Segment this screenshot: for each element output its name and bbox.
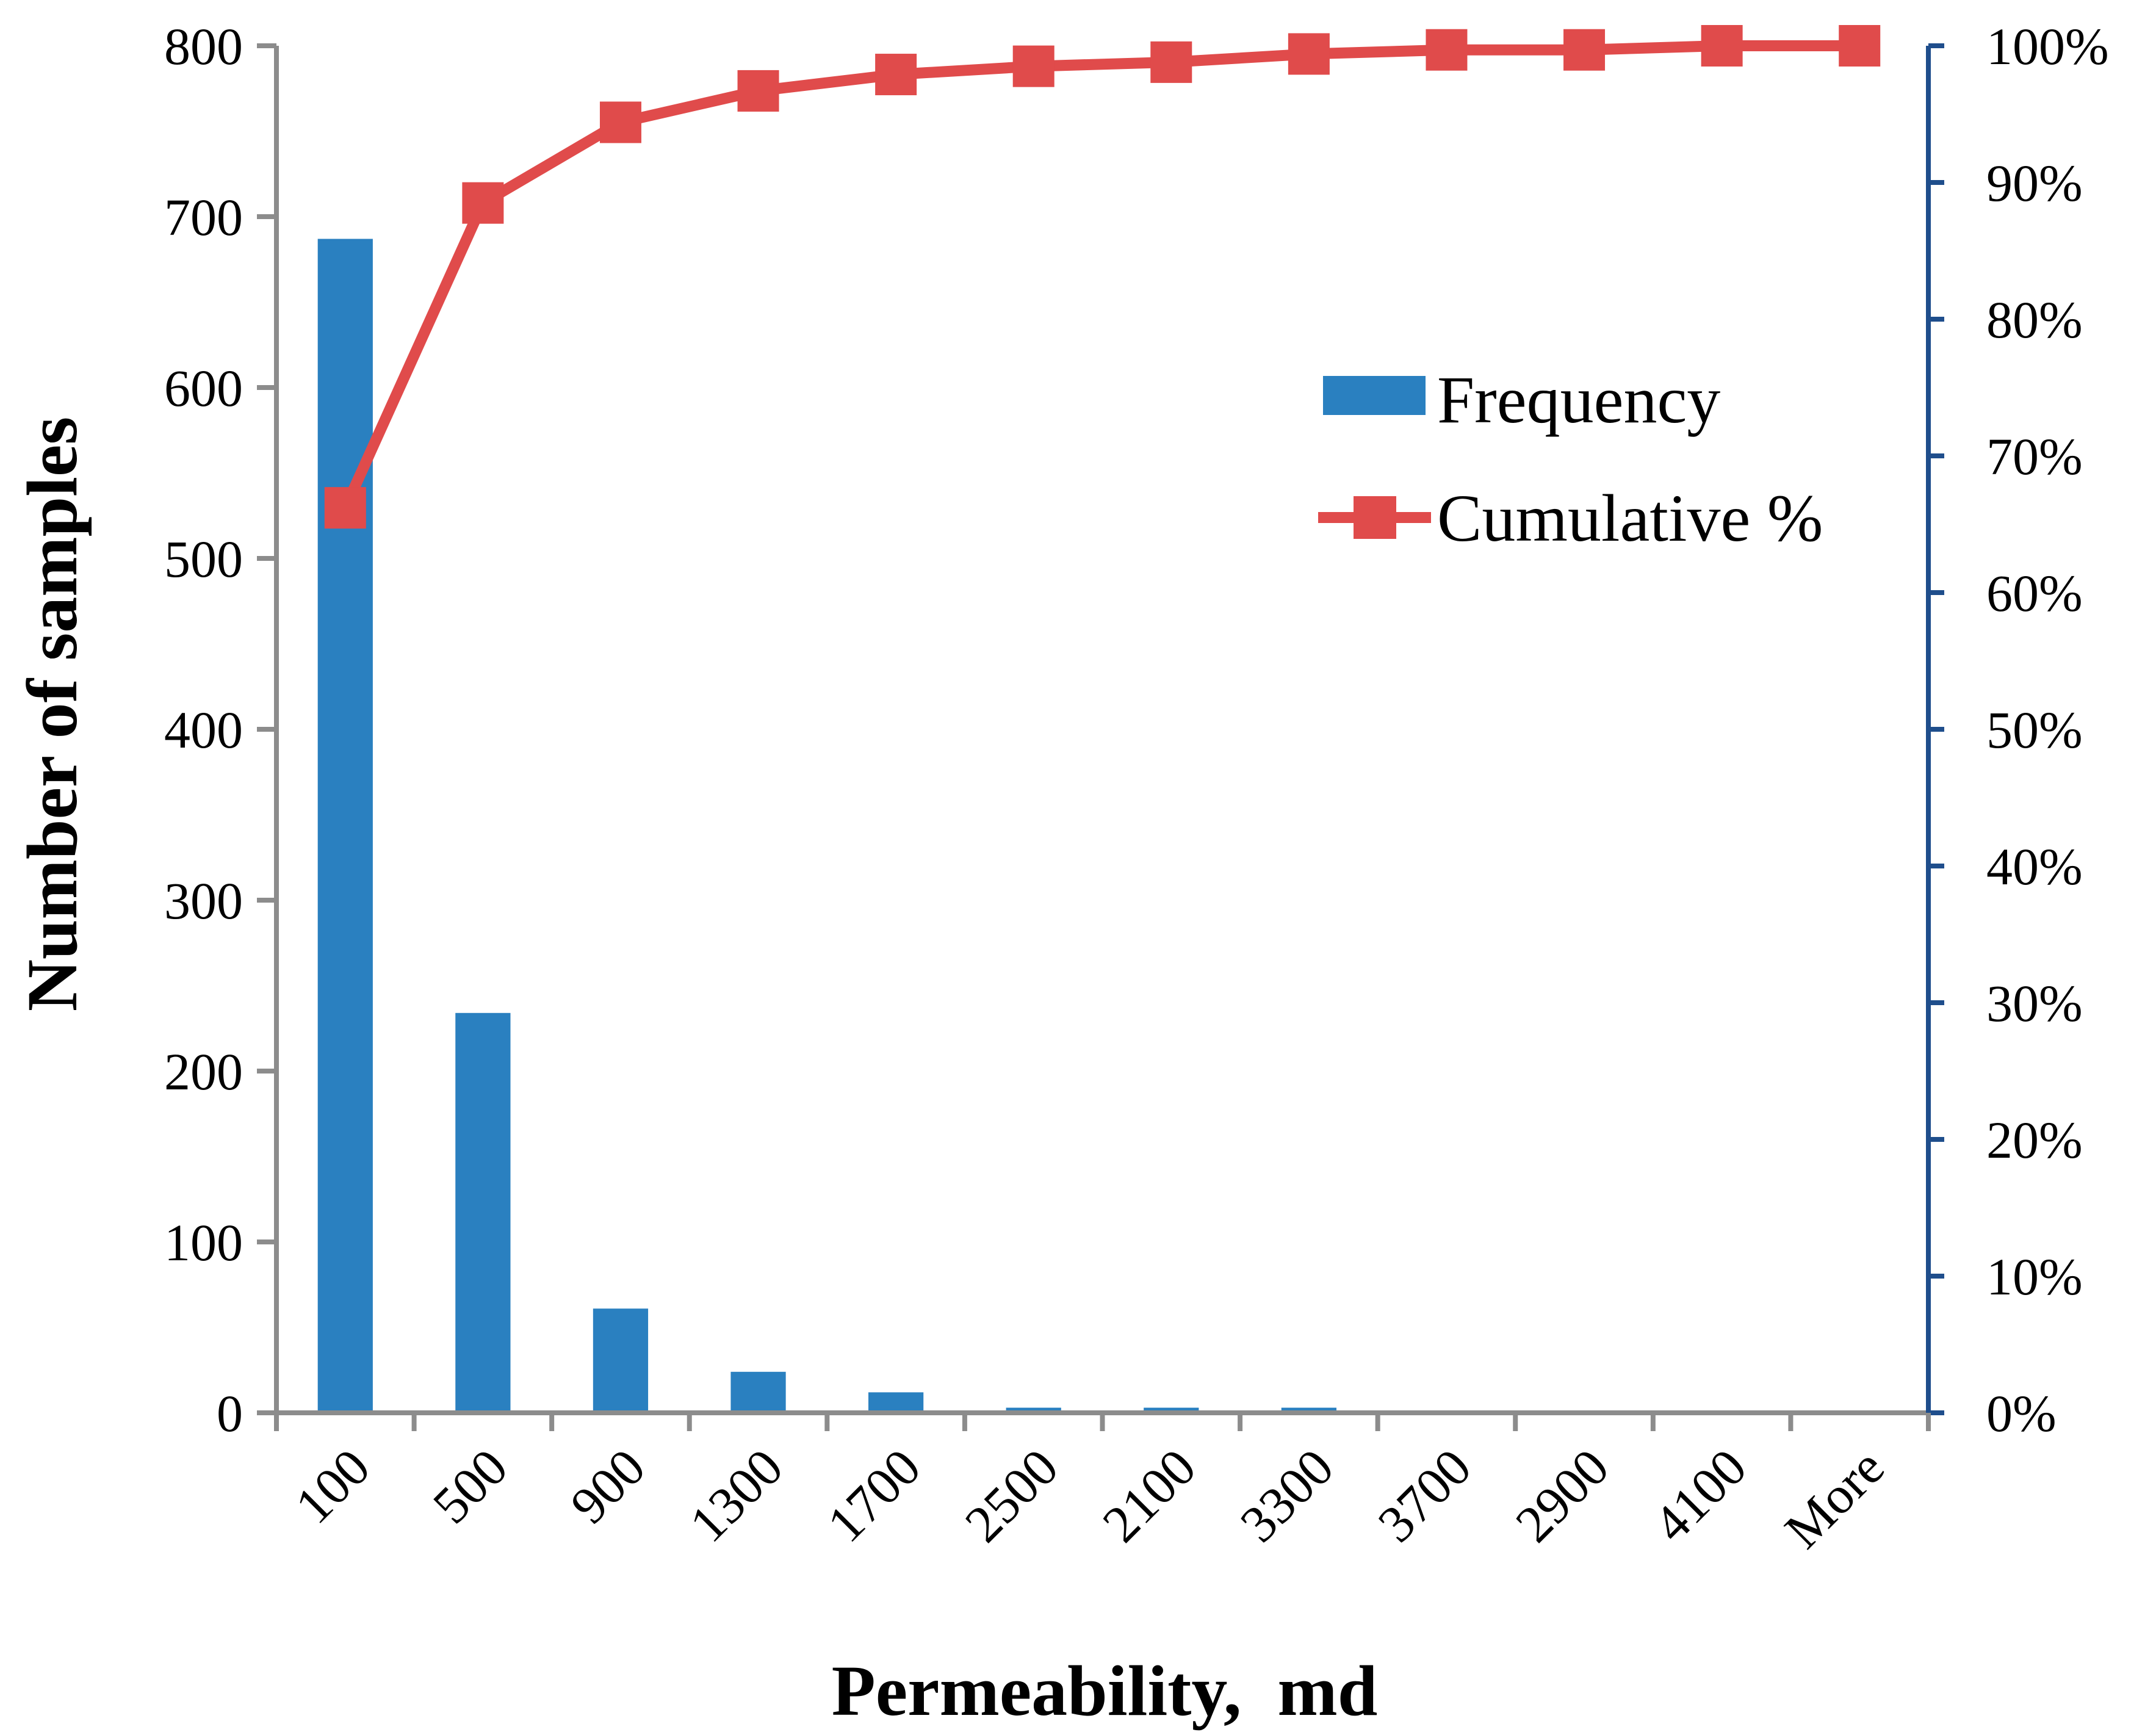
legend-swatch-frequency bbox=[1323, 376, 1426, 415]
bar-frequency bbox=[1144, 1407, 1199, 1413]
x-tick-label: 1300 bbox=[678, 1438, 794, 1554]
y2-tick-label: 90% bbox=[1986, 154, 2083, 212]
y2-tick-label: 0% bbox=[1986, 1384, 2057, 1443]
y-tick-label: 600 bbox=[164, 359, 243, 417]
x-tick-label: 2900 bbox=[1504, 1438, 1620, 1554]
y-tick-label: 200 bbox=[164, 1042, 243, 1101]
y2-tick-label: 50% bbox=[1986, 701, 2083, 759]
y2-tick-label: 20% bbox=[1986, 1111, 2083, 1169]
marker-cumulative bbox=[1701, 25, 1743, 67]
legend-label-frequency: Frequency bbox=[1437, 363, 1720, 437]
y-tick-label: 500 bbox=[164, 530, 243, 588]
line-cumulative bbox=[340, 40, 1860, 510]
marker-cumulative bbox=[1012, 45, 1055, 87]
y-tick-label: 0 bbox=[217, 1384, 243, 1443]
marker-cumulative bbox=[1839, 25, 1881, 67]
y-tick-label: 100 bbox=[164, 1213, 243, 1272]
y-tick-label: 700 bbox=[164, 188, 243, 247]
legend-swatch-marker-cumulative bbox=[1354, 496, 1396, 539]
x-tick-label: 100 bbox=[284, 1438, 381, 1535]
bar-frequency bbox=[1006, 1407, 1061, 1413]
x-axis-title: Permeability, md bbox=[832, 1651, 1378, 1731]
x-tick-label: 900 bbox=[559, 1438, 656, 1535]
marker-cumulative bbox=[875, 54, 917, 96]
legend-label-cumulative: Cumulative % bbox=[1437, 481, 1823, 555]
line-series-cumulative bbox=[324, 25, 1881, 529]
y2-tick-label: 100% bbox=[1986, 17, 2109, 76]
x-tick-label: 1700 bbox=[816, 1438, 932, 1554]
y2-tick-label: 60% bbox=[1986, 564, 2083, 622]
y2-tick-label: 30% bbox=[1986, 974, 2083, 1033]
x-tick-label: 500 bbox=[422, 1438, 519, 1535]
bar-frequency bbox=[455, 1012, 511, 1413]
bar-frequency bbox=[317, 239, 373, 1413]
marker-cumulative bbox=[1150, 41, 1192, 83]
legend: Frequency Cumulative % bbox=[1318, 363, 1823, 555]
marker-cumulative bbox=[462, 182, 504, 224]
marker-cumulative bbox=[324, 487, 366, 529]
y-tick-label: 300 bbox=[164, 871, 243, 930]
y-axis-title: Number of samples bbox=[12, 417, 92, 1012]
y2-tick-label: 70% bbox=[1986, 427, 2083, 486]
x-tick-label: 4100 bbox=[1642, 1438, 1758, 1554]
marker-cumulative bbox=[1426, 29, 1468, 71]
bar-frequency bbox=[730, 1371, 786, 1413]
y-tick-label: 400 bbox=[164, 701, 243, 759]
y2-tick-label: 80% bbox=[1986, 290, 2083, 349]
bar-frequency bbox=[593, 1308, 649, 1413]
bar-frequency bbox=[1281, 1407, 1336, 1413]
y-tick-label: 800 bbox=[164, 17, 243, 76]
x-tick-label: 2100 bbox=[1091, 1438, 1207, 1554]
y2-tick-label: 40% bbox=[1986, 837, 2083, 896]
x-tick-label: 3700 bbox=[1366, 1438, 1482, 1554]
marker-cumulative bbox=[1288, 33, 1330, 75]
bar-series-frequency bbox=[317, 239, 1336, 1413]
x-tick-label: 3300 bbox=[1229, 1438, 1345, 1554]
marker-cumulative bbox=[737, 70, 779, 112]
x-tick-label: 2500 bbox=[954, 1438, 1070, 1554]
marker-cumulative bbox=[1563, 29, 1606, 71]
y2-tick-label: 10% bbox=[1986, 1247, 2083, 1306]
marker-cumulative bbox=[599, 101, 641, 143]
x-tick-label: More bbox=[1773, 1438, 1895, 1560]
bar-frequency bbox=[868, 1392, 924, 1413]
